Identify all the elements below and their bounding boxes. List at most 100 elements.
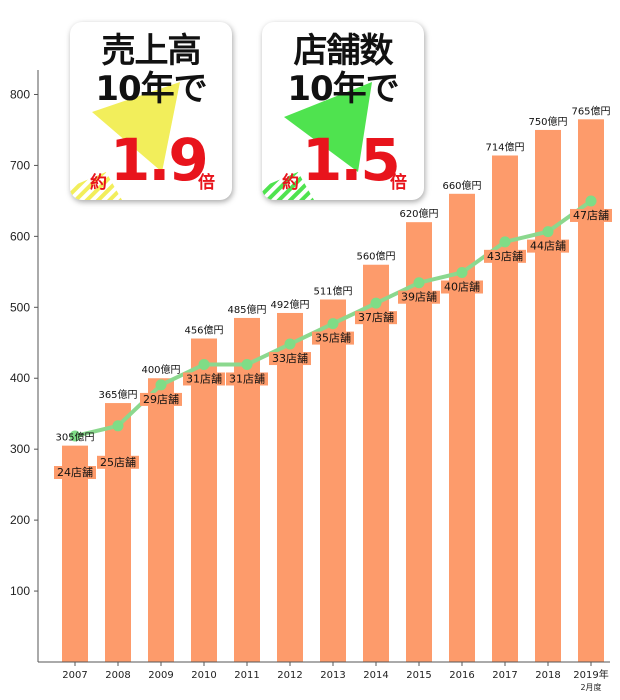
store-value-label: 35店舗 [315, 331, 351, 345]
x-tick-label: 2月度 [580, 682, 601, 692]
store-label-bg [269, 352, 311, 366]
x-tick-label: 2018 [535, 670, 560, 681]
x-tick-label: 2009 [148, 670, 173, 681]
callout-prefix: 約 [90, 173, 107, 193]
store-point [112, 420, 124, 432]
store-value-label: 44店舗 [530, 239, 566, 253]
bar-value-label: 560億円 [356, 250, 395, 263]
store-count-line [69, 195, 597, 442]
store-point [155, 379, 167, 391]
callout-title: 売上高 10年で [95, 31, 207, 109]
stores-growth-callout: 店舗数 10年で 約 1.5 倍 [262, 22, 424, 200]
store-label-bg [183, 372, 225, 386]
y-tick-label: 300 [10, 442, 30, 456]
store-label-bg [484, 249, 526, 263]
store-label-bg [140, 392, 182, 406]
bar [277, 312, 303, 662]
callout-suffix: 倍 [390, 173, 407, 193]
y-tick-label: 400 [10, 371, 30, 385]
bar [535, 129, 561, 662]
x-tick-label: 2017 [492, 670, 517, 681]
store-point [499, 236, 511, 248]
bar [492, 155, 518, 662]
data-labels: 305億円 365億円 400億円 456億円 485億円 492億円 511億円 560億円… [54, 104, 612, 480]
sales-growth-callout: 売上高 10年で 約 1.9 倍 [70, 22, 232, 200]
store-point [370, 297, 382, 309]
bar [62, 445, 88, 662]
store-label-bg [441, 280, 483, 294]
store-point [241, 358, 253, 370]
bar [148, 378, 174, 662]
store-value-label: 25店舗 [100, 455, 136, 469]
x-tick-label: 2010 [191, 670, 216, 681]
x-tick-label: 2016 [449, 670, 474, 681]
bar-value-label: 765億円 [571, 104, 610, 117]
store-point [542, 226, 554, 238]
store-value-label: 47店舗 [573, 208, 609, 222]
sales-bars [62, 119, 604, 662]
store-point [413, 277, 425, 289]
bar-value-label: 400億円 [141, 363, 180, 376]
store-value-label: 43店舗 [487, 249, 523, 263]
bar-value-label: 365億円 [98, 388, 137, 401]
store-point [585, 195, 597, 207]
y-tick-label: 600 [10, 229, 30, 243]
store-point [327, 318, 339, 330]
store-label-bg [527, 239, 569, 253]
y-tick-label: 700 [10, 158, 30, 172]
bar [191, 338, 217, 662]
store-value-label: 37店舗 [358, 310, 394, 324]
store-point [284, 338, 296, 350]
x-tick-label: 2011 [234, 670, 259, 681]
store-value-label: 33店舗 [272, 351, 308, 365]
store-value-label: 31店舗 [229, 371, 265, 385]
store-label-bg [54, 466, 96, 480]
bar-value-label: 511億円 [313, 284, 352, 297]
callout-suffix: 倍 [198, 173, 215, 193]
store-value-label: 24店舗 [57, 465, 93, 479]
y-tick-label: 800 [10, 87, 30, 101]
store-value-label: 31店舗 [186, 371, 222, 385]
store-label-bg [312, 331, 354, 345]
bar [320, 299, 346, 662]
store-point [456, 267, 468, 278]
bar-value-label: 620億円 [399, 207, 438, 220]
bar-value-label: 305億円 [55, 431, 94, 444]
x-tick-label: 2007 [62, 670, 87, 681]
bar [105, 403, 131, 662]
store-label-bg [570, 208, 612, 222]
y-axis: 100 200 300 400 500 600 700 800 [10, 70, 39, 662]
callout-prefix: 約 [282, 173, 299, 193]
up-arrow-icon [262, 82, 372, 200]
callout-multiplier: 1.5 [302, 126, 401, 194]
callout-title: 店舗数 10年で [287, 31, 399, 109]
store-label-bg [398, 290, 440, 304]
store-point [69, 430, 81, 442]
store-value-label: 29店舗 [143, 392, 179, 406]
y-tick-label: 100 [10, 584, 30, 598]
x-tick-label: 2013 [320, 670, 345, 681]
store-value-label: 40店舗 [444, 280, 480, 294]
store-label-bg [226, 372, 268, 386]
x-tick-label: 2014 [363, 670, 388, 681]
up-arrow-icon [70, 82, 180, 200]
bar-value-label: 750億円 [528, 115, 567, 128]
bar-value-label: 660億円 [442, 179, 481, 192]
bar-value-label: 492億円 [270, 298, 309, 311]
x-axis: 2007 2008 2009 2010 2011 2012 2013 2014 2015 2016… [38, 661, 610, 692]
store-point [198, 358, 210, 370]
store-value-label: 39店舗 [401, 290, 437, 304]
x-tick-label: 2019年 [573, 668, 608, 681]
bar-value-label: 456億円 [184, 324, 223, 337]
bar-value-label: 485億円 [227, 303, 266, 316]
store-label-bg [97, 455, 139, 469]
y-tick-label: 200 [10, 513, 30, 527]
bar [363, 264, 389, 662]
x-tick-label: 2015 [406, 670, 431, 681]
callout-multiplier: 1.9 [110, 126, 209, 194]
bar-value-label: 714億円 [485, 140, 524, 153]
x-tick-label: 2008 [105, 670, 130, 681]
y-tick-label: 500 [10, 300, 30, 314]
store-label-bg [355, 311, 397, 325]
